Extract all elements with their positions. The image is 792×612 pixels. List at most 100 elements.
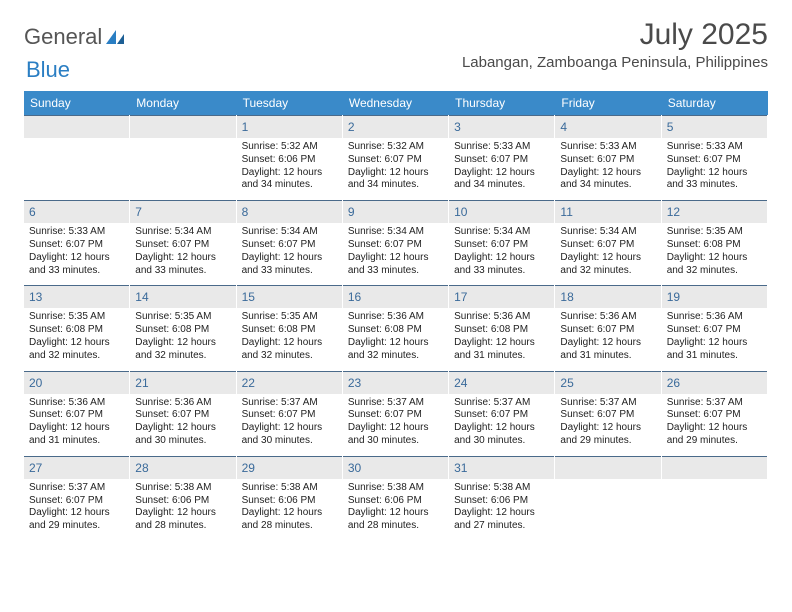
day-body: Sunrise: 5:37 AMSunset: 6:07 PMDaylight:… — [449, 394, 554, 456]
day-body: Sunrise: 5:36 AMSunset: 6:07 PMDaylight:… — [24, 394, 129, 456]
day-number: 21 — [135, 376, 148, 390]
day-cell: 8Sunrise: 5:34 AMSunset: 6:07 PMDaylight… — [237, 200, 343, 285]
day-number: 6 — [29, 205, 36, 219]
sunrise-text: Sunrise: 5:37 AM — [348, 397, 443, 410]
calendar-weeks: 1Sunrise: 5:32 AMSunset: 6:06 PMDaylight… — [24, 115, 768, 541]
daylight-text: Daylight: 12 hours and 32 minutes. — [242, 337, 337, 363]
calendar-grid: SundayMondayTuesdayWednesdayThursdayFrid… — [24, 91, 768, 541]
day-number-bar: 6 — [24, 200, 129, 223]
daylight-text: Daylight: 12 hours and 33 minutes. — [242, 252, 337, 278]
sunrise-text: Sunrise: 5:33 AM — [560, 141, 655, 154]
day-cell: 29Sunrise: 5:38 AMSunset: 6:06 PMDayligh… — [237, 456, 343, 541]
week-row: 6Sunrise: 5:33 AMSunset: 6:07 PMDaylight… — [24, 200, 768, 285]
day-number: 18 — [560, 290, 573, 304]
day-body: Sunrise: 5:36 AMSunset: 6:08 PMDaylight:… — [449, 308, 554, 370]
day-body: Sunrise: 5:38 AMSunset: 6:06 PMDaylight:… — [449, 479, 554, 541]
day-number-bar: 15 — [237, 285, 342, 308]
sunrise-text: Sunrise: 5:38 AM — [454, 482, 549, 495]
day-cell: 12 Sunrise: 5:35 AMSunset: 6:08 PMDayligh… — [662, 200, 768, 285]
sunrise-text: Sunrise: 5:35 AM — [667, 226, 762, 239]
sunset-text: Sunset: 6:08 PM — [348, 324, 443, 337]
day-cell: 21Sunrise: 5:36 AMSunset: 6:07 PMDayligh… — [130, 371, 236, 456]
daylight-text: Daylight: 12 hours and 30 minutes. — [135, 422, 230, 448]
sunset-text: Sunset: 6:07 PM — [242, 239, 337, 252]
day-number-bar: 13 — [24, 285, 129, 308]
day-number-bar: 19 — [662, 285, 767, 308]
sunset-text: Sunset: 6:06 PM — [454, 495, 549, 508]
week-row: 13Sunrise: 5:35 AMSunset: 6:08 PMDayligh… — [24, 285, 768, 370]
day-number: 19 — [667, 290, 680, 304]
sunset-text: Sunset: 6:07 PM — [560, 239, 655, 252]
day-number: 28 — [135, 461, 148, 475]
day-number-bar: 21 — [130, 371, 235, 394]
sunrise-text: Sunrise: 5:36 AM — [454, 311, 549, 324]
sunrise-text: Sunrise: 5:33 AM — [29, 226, 124, 239]
sunrise-text: Sunrise: 5:34 AM — [454, 226, 549, 239]
day-number-bar: 16 — [343, 285, 448, 308]
day-number-bar: 7 — [130, 200, 235, 223]
day-body: Sunrise: 5:37 AMSunset: 6:07 PMDaylight:… — [343, 394, 448, 456]
day-number: 23 — [348, 376, 361, 390]
day-cell: 2Sunrise: 5:32 AMSunset: 6:07 PMDaylight… — [343, 115, 449, 200]
sunrise-text: Sunrise: 5:36 AM — [667, 311, 762, 324]
day-cell: 26Sunrise: 5:37 AMSunset: 6:07 PMDayligh… — [662, 371, 768, 456]
daylight-text: Daylight: 12 hours and 28 minutes. — [348, 507, 443, 533]
daylight-text: Daylight: 12 hours and 29 minutes. — [560, 422, 655, 448]
day-body — [662, 479, 767, 537]
day-body: Sunrise: 5:33 AMSunset: 6:07 PMDaylight:… — [555, 138, 660, 200]
day-number-bar — [555, 456, 660, 479]
day-number-bar: 24 — [449, 371, 554, 394]
day-cell: 30Sunrise: 5:38 AMSunset: 6:06 PMDayligh… — [343, 456, 449, 541]
day-body: Sunrise: 5:33 AMSunset: 6:07 PMDaylight:… — [449, 138, 554, 200]
day-body: Sunrise: 5:35 AMSunset: 6:08 PMDaylight:… — [130, 308, 235, 370]
day-cell-empty — [555, 456, 661, 541]
day-number-bar: 17 — [449, 285, 554, 308]
day-cell: 7Sunrise: 5:34 AMSunset: 6:07 PMDaylight… — [130, 200, 236, 285]
day-body: Sunrise: 5:36 AMSunset: 6:08 PMDaylight:… — [343, 308, 448, 370]
day-body — [555, 479, 660, 537]
day-cell: 24Sunrise: 5:37 AMSunset: 6:07 PMDayligh… — [449, 371, 555, 456]
day-number: 27 — [29, 461, 42, 475]
daylight-text: Daylight: 12 hours and 29 minutes. — [29, 507, 124, 533]
day-number: 10 — [454, 205, 467, 219]
title-block: July 2025 Labangan, Zamboanga Peninsula,… — [462, 18, 768, 71]
sunset-text: Sunset: 6:07 PM — [135, 409, 230, 422]
daylight-text: Daylight: 12 hours and 34 minutes. — [348, 167, 443, 193]
sunset-text: Sunset: 6:07 PM — [560, 409, 655, 422]
sunrise-text: Sunrise: 5:38 AM — [135, 482, 230, 495]
day-body: Sunrise: 5:36 AMSunset: 6:07 PMDaylight:… — [555, 308, 660, 370]
day-cell: 27Sunrise: 5:37 AMSunset: 6:07 PMDayligh… — [24, 456, 130, 541]
sunrise-text: Sunrise: 5:32 AM — [242, 141, 337, 154]
day-number-bar: 20 — [24, 371, 129, 394]
logo: General — [24, 18, 128, 50]
day-body: Sunrise: 5:35 AMSunset: 6:08 PMDaylight:… — [662, 223, 767, 285]
daylight-text: Daylight: 12 hours and 31 minutes. — [560, 337, 655, 363]
day-number: 12 — [667, 205, 680, 219]
daylight-text: Daylight: 12 hours and 32 minutes. — [135, 337, 230, 363]
day-number-bar: 5 — [662, 115, 767, 138]
sunrise-text: Sunrise: 5:35 AM — [29, 311, 124, 324]
sunrise-text: Sunrise: 5:37 AM — [667, 397, 762, 410]
day-cell: 20Sunrise: 5:36 AMSunset: 6:07 PMDayligh… — [24, 371, 130, 456]
day-number: 7 — [135, 205, 142, 219]
sunset-text: Sunset: 6:07 PM — [29, 495, 124, 508]
sunrise-text: Sunrise: 5:35 AM — [242, 311, 337, 324]
sunset-text: Sunset: 6:06 PM — [242, 154, 337, 167]
sunset-text: Sunset: 6:08 PM — [454, 324, 549, 337]
daylight-text: Daylight: 12 hours and 33 minutes. — [135, 252, 230, 278]
week-row: 1Sunrise: 5:32 AMSunset: 6:06 PMDaylight… — [24, 115, 768, 200]
location-text: Labangan, Zamboanga Peninsula, Philippin… — [462, 54, 768, 71]
sunset-text: Sunset: 6:07 PM — [242, 409, 337, 422]
day-number: 31 — [454, 461, 467, 475]
sunset-text: Sunset: 6:07 PM — [348, 154, 443, 167]
day-body: Sunrise: 5:34 AMSunset: 6:07 PMDaylight:… — [555, 223, 660, 285]
sunset-text: Sunset: 6:07 PM — [29, 409, 124, 422]
sunrise-text: Sunrise: 5:38 AM — [348, 482, 443, 495]
day-body: Sunrise: 5:36 AMSunset: 6:07 PMDaylight:… — [662, 308, 767, 370]
day-body: Sunrise: 5:37 AMSunset: 6:07 PMDaylight:… — [237, 394, 342, 456]
day-cell-empty — [24, 115, 130, 200]
day-cell: 17Sunrise: 5:36 AMSunset: 6:08 PMDayligh… — [449, 285, 555, 370]
sunset-text: Sunset: 6:08 PM — [29, 324, 124, 337]
week-row: 27Sunrise: 5:37 AMSunset: 6:07 PMDayligh… — [24, 456, 768, 541]
day-cell: 13Sunrise: 5:35 AMSunset: 6:08 PMDayligh… — [24, 285, 130, 370]
